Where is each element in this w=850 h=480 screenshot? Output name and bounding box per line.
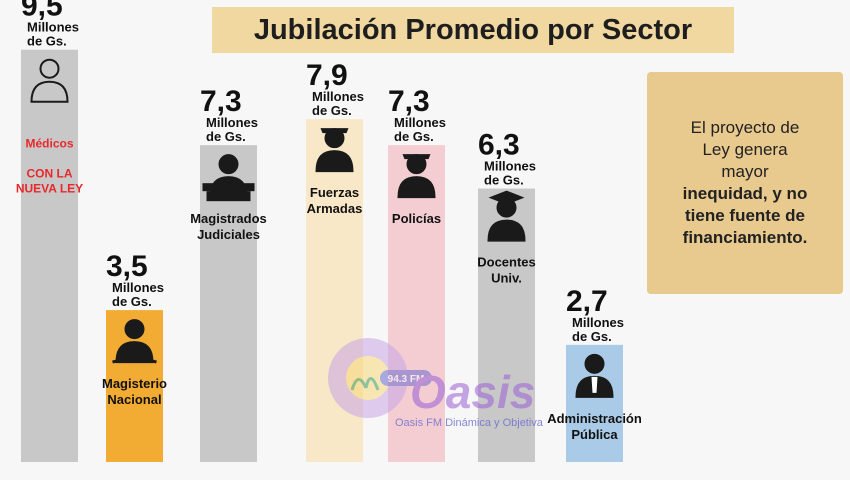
graduate-6-icon (487, 190, 526, 242)
oasis-watermark-logo: 94.3 FM Oasis (328, 338, 535, 418)
unit-label-6-b: de Gs. (484, 173, 524, 188)
logo-badge-text: 94.3 FM (388, 374, 425, 385)
bar-1 (21, 49, 78, 462)
watermark-caption: Oasis FM Dinámica y Objetiva (395, 417, 543, 429)
unit-label-7-a: Millones (572, 315, 624, 330)
note-line-3: mayor (721, 162, 769, 181)
chart-title: Jubilación Promedio por Sector (212, 7, 734, 53)
value-label-5: 7,3 (388, 85, 430, 118)
unit-label-2-a: Millones (112, 280, 164, 295)
red-label-1: Médicos (25, 137, 73, 151)
judge-3-icon (202, 154, 255, 202)
value-label-6: 6,3 (478, 129, 520, 162)
note-bold-1: inequidad, y no (682, 184, 808, 203)
logo-badge (380, 370, 432, 386)
category-label-4-1: Fuerzas (310, 185, 359, 200)
category-label-4-2: Armadas (307, 201, 363, 216)
unit-label-6-a: Millones (484, 159, 536, 174)
category-label-7-1: Administración (547, 411, 642, 426)
unit-label-3-a: Millones (206, 115, 258, 130)
doctor-1-icon (30, 58, 69, 103)
teacher-2-icon (112, 319, 157, 364)
unit-label-1-a: Millones (27, 20, 79, 35)
category-label-5-1: Policías (392, 211, 441, 226)
logo-text: Oasis (410, 366, 535, 418)
logo-palm-icon (350, 377, 380, 391)
note-bold-2: tiene fuente de (685, 206, 805, 225)
red-label-4: NUEVA LEY (16, 182, 83, 196)
value-label-7: 2,7 (566, 285, 608, 318)
police-5-icon (397, 154, 436, 199)
category-label-6-1: Docentes (477, 255, 536, 270)
category-label-2-2: Nacional (107, 392, 161, 407)
value-label-1: 9,5 (21, 0, 63, 23)
red-label-3: CON LA (27, 167, 73, 181)
note-line-1: El proyecto de (690, 118, 800, 137)
unit-label-5-b: de Gs. (394, 129, 434, 144)
category-label-3-2: Judiciales (197, 227, 260, 242)
value-label-2: 3,5 (106, 250, 148, 283)
soldier-4-icon (315, 128, 354, 173)
unit-label-5-a: Millones (394, 115, 446, 130)
unit-label-4-a: Millones (312, 89, 364, 104)
category-label-6-2: Univ. (491, 271, 522, 286)
note-box: El proyecto de Ley genera mayor inequida… (647, 72, 843, 294)
unit-label-7-b: de Gs. (572, 329, 612, 344)
unit-label-3-b: de Gs. (206, 129, 246, 144)
category-label-2-1: Magisterio (102, 376, 167, 391)
value-label-4: 7,9 (306, 59, 348, 92)
note-line-2: Ley genera (702, 140, 788, 159)
unit-label-1-b: de Gs. (27, 34, 67, 49)
value-label-3: 7,3 (200, 85, 242, 118)
category-label-7-2: Pública (571, 427, 618, 442)
unit-label-2-b: de Gs. (112, 294, 152, 309)
unit-label-4-b: de Gs. (312, 103, 352, 118)
note-bold-3: financiamiento. (682, 228, 808, 247)
category-label-3-1: Magistrados (190, 211, 267, 226)
office-worker-7-icon (575, 353, 614, 398)
